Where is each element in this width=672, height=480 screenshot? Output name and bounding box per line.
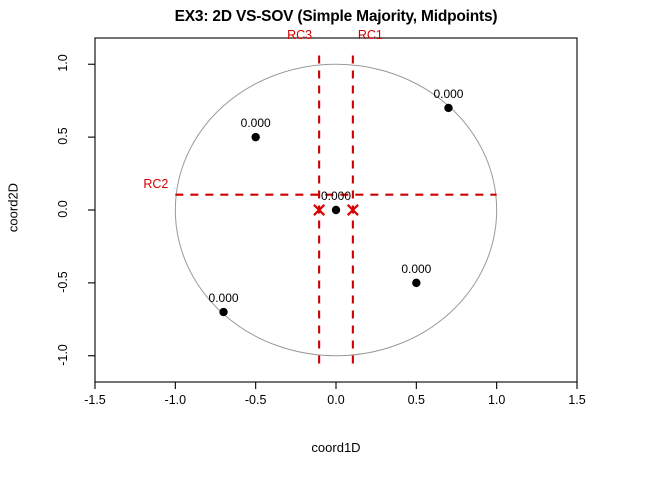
point-value-label: 0.000 (240, 116, 271, 131)
data-point (412, 278, 421, 288)
point-value-label: 0.000 (320, 189, 352, 203)
y-tick-label: 0.0 (56, 200, 70, 218)
y-tick-label: 0.5 (56, 127, 70, 145)
cross-marker (313, 204, 326, 216)
x-tick-label: 1.0 (487, 393, 506, 407)
x-tick-label: -0.5 (244, 393, 267, 407)
x-tick-label: 0.0 (327, 393, 345, 407)
point-value-label: 0.000 (401, 261, 432, 276)
x-axis-label: coord1D (311, 440, 361, 455)
data-point (444, 103, 453, 113)
unit-circle (174, 63, 498, 357)
data-point (219, 307, 228, 317)
x-tick-label: -1.5 (84, 393, 106, 407)
x-tick-label: 0.5 (407, 393, 426, 407)
y-tick-label: -1.0 (56, 343, 70, 366)
median-line-label-rc2: RC2 (143, 176, 169, 191)
data-point (331, 205, 341, 215)
y-tick-label: 1.0 (56, 54, 70, 72)
point-value-label: 0.000 (208, 291, 239, 306)
x-tick-label: 1.5 (568, 393, 586, 407)
median-line-label-rc1: RC1 (357, 28, 383, 42)
data-point (251, 132, 260, 142)
point-value-label: 0.000 (433, 86, 464, 101)
cross-stroke (313, 204, 326, 216)
x-tick-label: -1.0 (164, 393, 187, 407)
y-axis-label: coord2D (5, 182, 21, 233)
cross-stroke (346, 204, 359, 216)
median-line-label-rc3: RC3 (287, 28, 313, 42)
cross-marker (346, 204, 359, 216)
y-tick-label: -0.5 (56, 271, 70, 293)
chart-title: EX3: 2D VS-SOV (Simple Majority, Midpoin… (174, 8, 498, 25)
